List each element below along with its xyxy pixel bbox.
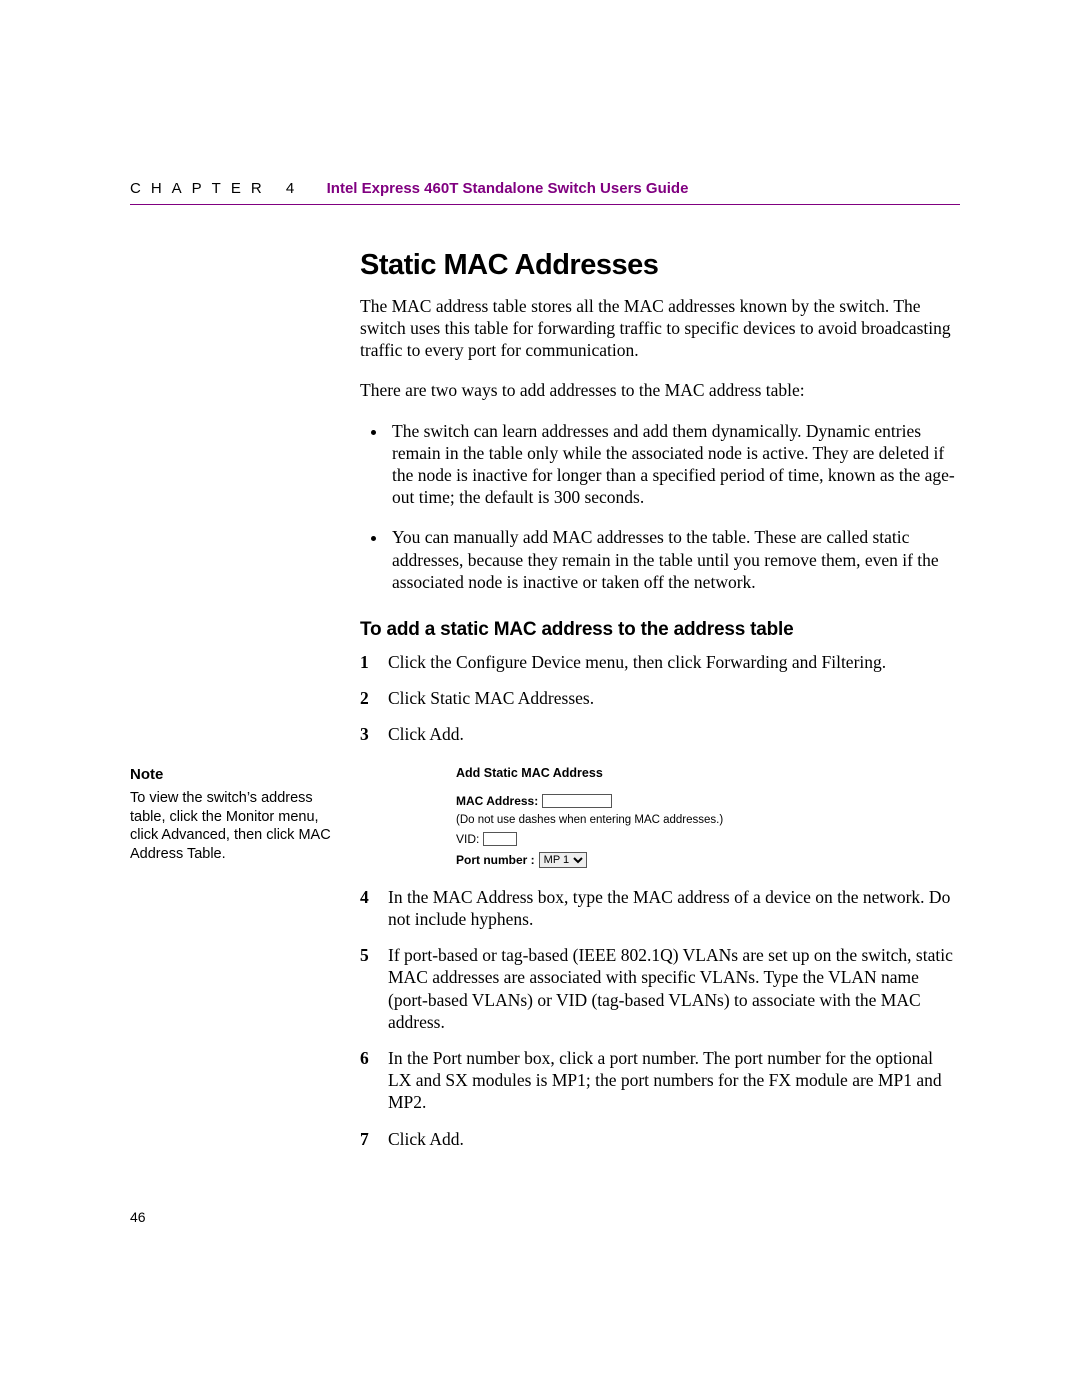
page-title: Static MAC Addresses: [360, 249, 960, 282]
vid-row: VID:: [456, 832, 960, 846]
bullet-list: The switch can learn addresses and add t…: [360, 420, 960, 594]
steps-list-top: Click the Configure Device menu, then cl…: [360, 651, 960, 746]
port-number-row: Port number : MP 1: [456, 852, 960, 868]
step-item: In the MAC Address box, type the MAC add…: [360, 886, 960, 930]
margin-column-empty: [130, 249, 360, 760]
mac-hint: (Do not use dashes when entering MAC add…: [456, 814, 960, 826]
intro-paragraph-2: There are two ways to add addresses to t…: [360, 380, 960, 402]
mac-address-label: MAC Address:: [456, 794, 538, 808]
step-item: Click Add.: [360, 1128, 960, 1150]
step-item: If port-based or tag-based (IEEE 802.1Q)…: [360, 944, 960, 1033]
vid-input[interactable]: [483, 832, 517, 846]
port-number-select[interactable]: MP 1: [539, 852, 587, 868]
port-number-label: Port number :: [456, 853, 535, 867]
main-column-dialog: Add Static MAC Address MAC Address: (Do …: [360, 760, 960, 1164]
note-body: To view the switch’s address table, clic…: [130, 789, 340, 864]
intro-paragraph-1: The MAC address table stores all the MAC…: [360, 296, 960, 362]
chapter-label: CHAPTER 4: [130, 180, 304, 197]
running-header: CHAPTER 4 Intel Express 460T Standalone …: [130, 180, 960, 205]
subheading: To add a static MAC address to the addre…: [360, 619, 960, 641]
step-item: Click Static MAC Addresses.: [360, 687, 960, 709]
add-static-mac-dialog: Add Static MAC Address MAC Address: (Do …: [456, 766, 960, 868]
dialog-title: Add Static MAC Address: [456, 766, 960, 780]
vid-label: VID:: [456, 832, 479, 846]
main-column: Static MAC Addresses The MAC address tab…: [360, 249, 960, 760]
step-item: Click the Configure Device menu, then cl…: [360, 651, 960, 673]
margin-note: Note To view the switch’s address table,…: [130, 766, 340, 864]
step-item: Click Add.: [360, 723, 960, 745]
mac-address-row: MAC Address:: [456, 794, 960, 808]
guide-title: Intel Express 460T Standalone Switch Use…: [327, 180, 689, 197]
step-item: In the Port number box, click a port num…: [360, 1047, 960, 1114]
document-page: CHAPTER 4 Intel Express 460T Standalone …: [0, 0, 1080, 1164]
bullet-item: The switch can learn addresses and add t…: [388, 420, 960, 509]
mac-address-input[interactable]: [542, 794, 612, 808]
note-label: Note: [130, 766, 340, 783]
content-row-top: Static MAC Addresses The MAC address tab…: [130, 249, 960, 760]
content-row-dialog: Note To view the switch’s address table,…: [130, 760, 960, 1164]
bullet-item: You can manually add MAC addresses to th…: [388, 526, 960, 593]
page-number: 46: [130, 1209, 146, 1225]
steps-list-bottom: In the MAC Address box, type the MAC add…: [360, 886, 960, 1150]
margin-column-note: Note To view the switch’s address table,…: [130, 760, 360, 1164]
